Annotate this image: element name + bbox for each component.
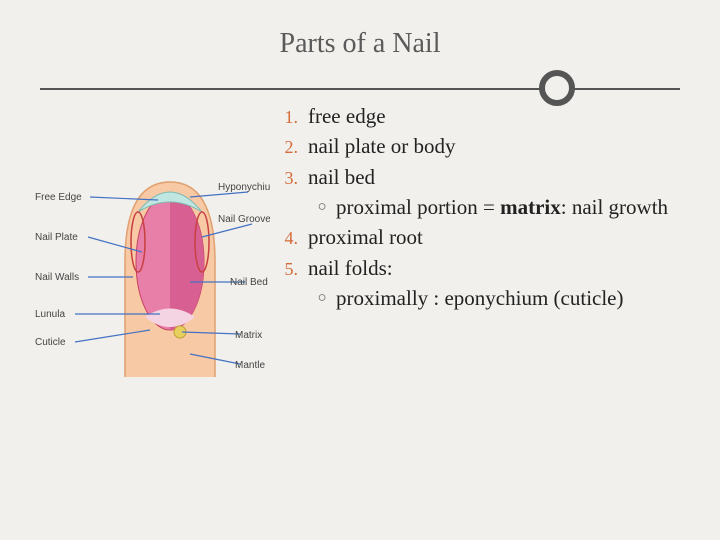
hollow-bullet-icon: ○ xyxy=(308,284,336,312)
label-nail-plate: Nail Plate xyxy=(35,232,78,243)
subitem-text: proximally : eponychium (cuticle) xyxy=(336,284,690,312)
title-rule xyxy=(0,88,720,90)
label-hyponychium: Hyponychium xyxy=(218,182,270,193)
hollow-bullet-icon: ○ xyxy=(308,193,336,221)
divider-line xyxy=(40,88,680,90)
label-nail-bed: Nail Bed xyxy=(230,277,268,288)
item-text: free edge xyxy=(308,102,690,130)
list-item: 2. nail plate or body xyxy=(280,132,690,160)
list-item: 3. nail bed xyxy=(280,163,690,191)
list-subitem: ○ proximally : eponychium (cuticle) xyxy=(280,284,690,312)
label-lunula: Lunula xyxy=(35,309,65,320)
list-item: 1. free edge xyxy=(280,102,690,130)
item-text: nail plate or body xyxy=(308,132,690,160)
subitem-text: proximal portion = matrix: nail growth xyxy=(336,193,690,221)
nail-diagram: Free Edge Nail Plate Nail Walls Lunula C… xyxy=(30,102,280,387)
slide: Parts of a Nail xyxy=(0,0,720,540)
item-number: 4. xyxy=(280,223,308,251)
item-number: 1. xyxy=(280,102,308,130)
item-number: 2. xyxy=(280,132,308,160)
label-nail-walls: Nail Walls xyxy=(35,272,79,283)
divider-circle xyxy=(539,70,575,106)
label-nail-grooves: Nail Grooves xyxy=(218,214,270,225)
list-item: 5. nail folds: xyxy=(280,254,690,282)
label-matrix: Matrix xyxy=(235,330,262,341)
item-text: nail folds: xyxy=(308,254,690,282)
label-free-edge: Free Edge xyxy=(35,192,82,203)
nail-svg: Free Edge Nail Plate Nail Walls Lunula C… xyxy=(30,142,270,382)
outline-list: 1. free edge 2. nail plate or body 3. na… xyxy=(280,102,690,387)
item-number: 3. xyxy=(280,163,308,191)
item-number: 5. xyxy=(280,254,308,282)
sub-post: : nail growth xyxy=(561,195,668,219)
item-text: proximal root xyxy=(308,223,690,251)
list-item: 4. proximal root xyxy=(280,223,690,251)
label-mantle: Mantle xyxy=(235,360,265,371)
page-title: Parts of a Nail xyxy=(0,0,720,60)
label-cuticle: Cuticle xyxy=(35,337,66,348)
sub-pre: proximal portion = xyxy=(336,195,500,219)
list-subitem: ○ proximal portion = matrix: nail growth xyxy=(280,193,690,221)
item-text: nail bed xyxy=(308,163,690,191)
sub-bold: matrix xyxy=(500,195,561,219)
content-row: Free Edge Nail Plate Nail Walls Lunula C… xyxy=(0,90,720,387)
